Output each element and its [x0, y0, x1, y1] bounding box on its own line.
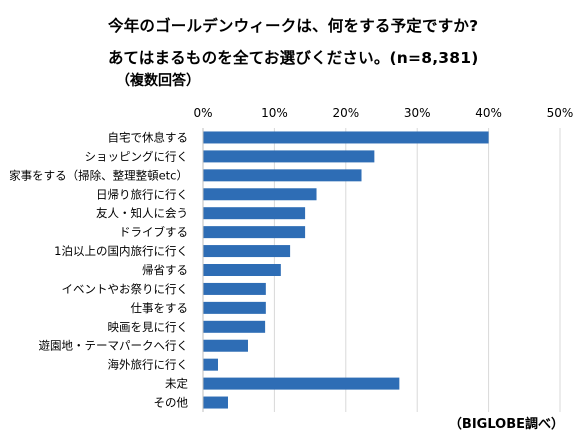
bar — [203, 358, 218, 371]
bar — [203, 226, 306, 239]
category-label: 海外旅行に行く — [108, 358, 189, 372]
category-label: 家事をする（掃除、整理整頓etc） — [9, 168, 188, 182]
category-label: 帰省する — [142, 263, 188, 277]
category-label: 日帰り旅行に行く — [96, 187, 188, 201]
title-line-2: あてはまるものを全てお選びください。(n=8,381) — [108, 49, 479, 67]
category-label: その他 — [154, 396, 189, 410]
multiple-answer-note: （複数回答） — [116, 73, 200, 89]
source-note: （BIGLOBE調べ） — [448, 417, 564, 432]
category-label: 遊園地・テーマパークへ行く — [39, 339, 189, 353]
bar — [203, 131, 489, 144]
x-tick-label: 10% — [261, 106, 288, 120]
bar — [203, 282, 266, 295]
title-line-1: 今年のゴールデンウィークは、何をする予定ですか? — [108, 17, 479, 35]
x-tick-label: 40% — [475, 106, 502, 120]
chart-title: 今年のゴールデンウィークは、何をする予定ですか? あてはまるものを全てお選びくだ… — [108, 10, 479, 74]
category-label: 映画を見に行く — [108, 320, 189, 334]
bar — [203, 245, 291, 258]
bar — [203, 207, 306, 220]
category-label: イベントやお祭りに行く — [62, 282, 189, 296]
category-label: 友人・知人に会う — [96, 206, 188, 220]
x-tick-label: 0% — [193, 106, 212, 120]
x-tick-label: 50% — [547, 106, 574, 120]
category-label: 未定 — [165, 377, 188, 391]
bar — [203, 377, 400, 390]
bar — [203, 169, 362, 182]
bar — [203, 264, 281, 276]
x-tick-label: 30% — [404, 106, 431, 120]
category-label: 仕事をする — [131, 301, 189, 315]
bar — [203, 339, 248, 352]
bar — [203, 320, 266, 333]
category-label: 自宅で休息する — [108, 130, 189, 144]
category-label: 1泊以上の国内旅行に行く — [54, 244, 188, 258]
bar — [203, 396, 228, 409]
category-label: ドライブする — [119, 225, 188, 239]
x-tick-label: 20% — [332, 106, 359, 120]
category-label: ショッピングに行く — [85, 149, 189, 163]
bar — [203, 150, 375, 163]
bar — [203, 188, 317, 201]
bar — [203, 301, 266, 314]
